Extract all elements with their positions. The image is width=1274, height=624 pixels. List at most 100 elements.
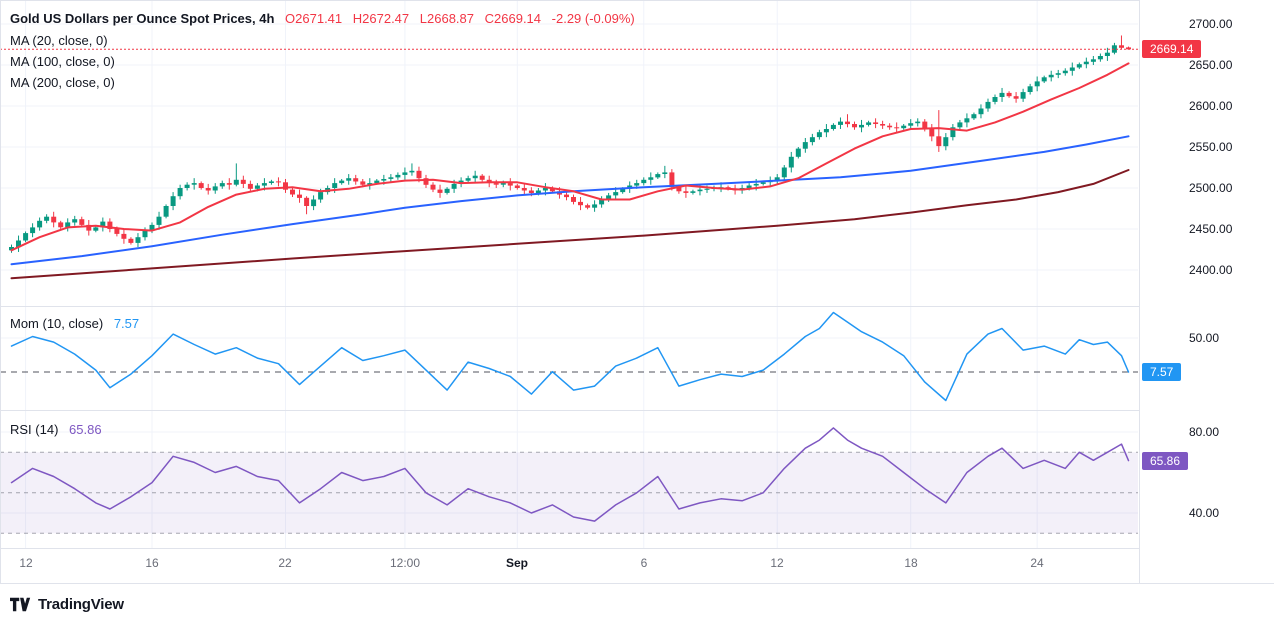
candle-body bbox=[58, 222, 64, 228]
candle-body bbox=[79, 219, 85, 225]
price-tick-label: 2500.00 bbox=[1189, 181, 1233, 195]
momentum-pane[interactable] bbox=[0, 306, 1138, 410]
close-value: C2669.14 bbox=[484, 11, 542, 26]
candle-body bbox=[528, 190, 534, 193]
candle-body bbox=[437, 189, 443, 193]
candle-body bbox=[430, 184, 436, 190]
ma20-legend[interactable]: MA (20, close, 0) bbox=[10, 33, 108, 48]
time-tick-label: 18 bbox=[904, 556, 918, 570]
candle-body bbox=[304, 197, 310, 206]
tradingview-logo-icon[interactable] bbox=[10, 596, 31, 613]
time-tick-label: 24 bbox=[1030, 556, 1044, 570]
candle-body bbox=[662, 172, 668, 174]
candle-body bbox=[212, 186, 218, 191]
candle-body bbox=[1006, 92, 1012, 97]
candle-body bbox=[423, 178, 429, 185]
candle-body bbox=[1111, 45, 1117, 53]
candle-body bbox=[1069, 67, 1075, 71]
candle-body bbox=[838, 121, 843, 125]
rsi-pane-canvas[interactable] bbox=[0, 410, 1138, 548]
candle-body bbox=[795, 148, 801, 157]
price-scale[interactable]: 2700.00 2650.00 2600.00 2550.00 2500.00 2450.… bbox=[1139, 0, 1274, 583]
time-axis[interactable]: 12 16 22 12:00 Sep 6 12 18 24 bbox=[0, 549, 1138, 583]
tradingview-wordmark[interactable]: TradingView bbox=[38, 595, 124, 613]
price-tick-label: 2700.00 bbox=[1189, 17, 1233, 31]
candle-body bbox=[964, 118, 970, 123]
low-value: L2668.87 bbox=[419, 11, 475, 26]
candle-body bbox=[1097, 56, 1103, 60]
candle-body bbox=[30, 227, 36, 234]
time-tick-label: 12 bbox=[19, 556, 33, 570]
candle-body bbox=[416, 170, 422, 179]
candle-body bbox=[830, 124, 836, 129]
rsi-value: 65.86 bbox=[69, 422, 102, 437]
candle-body bbox=[507, 183, 513, 186]
candle-body bbox=[943, 137, 949, 147]
ma100-legend[interactable]: MA (100, close, 0) bbox=[10, 54, 115, 69]
candle-body bbox=[297, 194, 302, 198]
candle-body bbox=[634, 183, 640, 186]
time-tick-label: 22 bbox=[278, 556, 292, 570]
candle-body bbox=[901, 125, 907, 129]
candle-body bbox=[936, 136, 942, 147]
candle-body bbox=[571, 197, 576, 202]
candle-body bbox=[1090, 59, 1096, 62]
candle-body bbox=[128, 238, 134, 243]
candle-body bbox=[318, 192, 324, 200]
candle-body bbox=[788, 156, 794, 168]
candle-body bbox=[599, 199, 605, 205]
rsi-legend[interactable]: RSI (14) 65.86 bbox=[10, 420, 102, 440]
candle-body bbox=[479, 175, 485, 180]
candle-body bbox=[992, 97, 998, 102]
price-tick-label: 2650.00 bbox=[1189, 58, 1233, 72]
candle-body bbox=[816, 132, 822, 138]
time-tick-label: Sep bbox=[505, 556, 529, 570]
candle-body bbox=[957, 122, 963, 128]
candle-body bbox=[683, 191, 689, 193]
candle-body bbox=[472, 175, 478, 179]
candle-body bbox=[985, 101, 991, 109]
momentum-legend[interactable]: Mom (10, close) 7.57 bbox=[10, 314, 139, 334]
candle-body bbox=[1119, 45, 1124, 48]
candle-body bbox=[1104, 52, 1110, 56]
candle-body bbox=[915, 121, 921, 124]
momentum-value: 7.57 bbox=[113, 316, 140, 331]
ma200-line bbox=[10, 169, 1130, 280]
momentum-pane-canvas[interactable] bbox=[0, 306, 1138, 410]
candle-body bbox=[388, 177, 394, 179]
candle-body bbox=[254, 185, 260, 189]
candle-body bbox=[802, 142, 808, 149]
candle-body bbox=[866, 122, 872, 125]
candle-body bbox=[774, 177, 780, 181]
ma200-legend[interactable]: MA (200, close, 0) bbox=[10, 75, 115, 90]
open-value: O2671.41 bbox=[285, 11, 343, 26]
price-tick-label: 80.00 bbox=[1189, 425, 1220, 439]
rsi-pane[interactable] bbox=[0, 410, 1138, 548]
symbol-legend-row[interactable]: Gold US Dollars per Ounce Spot Prices, 4… bbox=[10, 8, 635, 30]
candle-body bbox=[781, 167, 787, 178]
candle-body bbox=[114, 229, 120, 234]
candle-body bbox=[880, 124, 886, 126]
candle-body bbox=[1083, 61, 1089, 65]
candle-body bbox=[135, 237, 141, 243]
candle-body bbox=[44, 216, 50, 221]
candle-body bbox=[760, 182, 766, 184]
candle-body bbox=[451, 183, 457, 189]
candle-body bbox=[549, 188, 555, 192]
price-tick-label: 2600.00 bbox=[1189, 99, 1233, 113]
candle-body bbox=[93, 227, 99, 231]
candle-body bbox=[676, 187, 682, 192]
candle-body bbox=[381, 179, 387, 181]
price-pane[interactable]: Gold US Dollars per Ounce Spot Prices, 4… bbox=[0, 0, 1138, 306]
price-pane-canvas[interactable] bbox=[0, 0, 1138, 306]
pane-separator[interactable] bbox=[0, 410, 1274, 411]
candle-body bbox=[493, 183, 499, 185]
pane-separator[interactable] bbox=[0, 306, 1274, 307]
price-tick-label: 50.00 bbox=[1189, 331, 1220, 345]
candle-body bbox=[16, 240, 21, 248]
candle-body bbox=[374, 180, 380, 184]
candle-body bbox=[156, 216, 162, 225]
ma20-line bbox=[10, 62, 1130, 252]
candle-body bbox=[247, 183, 253, 189]
price-tick-label: 2450.00 bbox=[1189, 222, 1233, 236]
